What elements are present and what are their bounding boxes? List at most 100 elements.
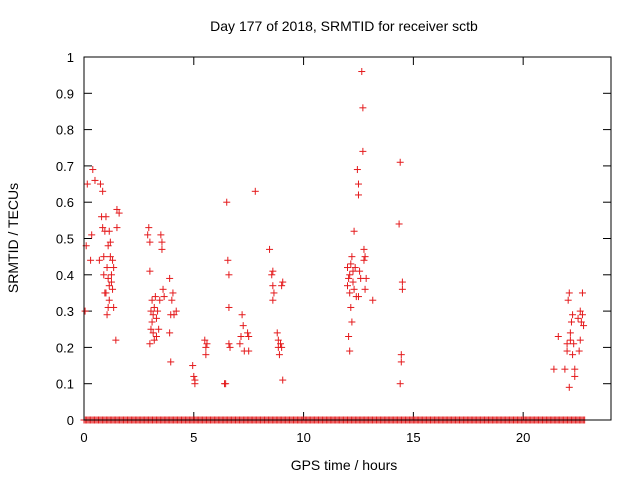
data-point (369, 296, 377, 304)
data-point (238, 311, 246, 319)
data-point (397, 351, 405, 359)
y-tick-label: 0.6 (56, 195, 74, 210)
data-point (149, 329, 157, 337)
data-point (359, 147, 367, 155)
data-point (354, 293, 362, 301)
data-point (345, 274, 353, 282)
data-point (107, 278, 115, 286)
data-point (105, 296, 113, 304)
data-point (354, 180, 362, 188)
data-point (563, 340, 571, 348)
data-point (397, 358, 405, 366)
data-point (159, 285, 167, 293)
data-point (398, 285, 406, 293)
data-point (239, 322, 247, 330)
y-axis-label: SRMTID / TECUs (5, 183, 21, 293)
data-point (146, 340, 154, 348)
data-point (569, 351, 577, 359)
data-point (156, 296, 164, 304)
data-point (580, 322, 588, 330)
data-point (361, 285, 369, 293)
data-point (144, 231, 152, 239)
x-tick-label: 20 (516, 430, 530, 445)
data-point (157, 231, 165, 239)
data-point (237, 333, 245, 341)
data-point (362, 274, 370, 282)
x-tick-label: 0 (80, 430, 87, 445)
data-point (245, 333, 253, 341)
x-tick-label: 5 (190, 430, 197, 445)
data-point (347, 260, 355, 268)
data-point (89, 166, 97, 174)
data-point (88, 231, 96, 239)
y-tick-label: 0.9 (56, 86, 74, 101)
data-point (145, 224, 153, 232)
data-point (170, 311, 178, 319)
data-point (344, 264, 351, 272)
y-tick-label: 0.5 (56, 232, 74, 247)
data-point (344, 282, 351, 290)
data-point (104, 242, 112, 250)
data-point (349, 278, 357, 286)
data-point (166, 274, 174, 282)
chart-title: Day 177 of 2018, SRMTID for receiver sct… (210, 18, 478, 34)
data-point (147, 325, 155, 333)
y-tick-label: 0.4 (56, 268, 74, 283)
data-point (244, 329, 252, 337)
data-point (113, 224, 121, 232)
data-point (103, 311, 111, 319)
data-point (277, 340, 285, 348)
data-point (576, 307, 584, 315)
data-point (350, 285, 358, 293)
data-point (172, 307, 180, 315)
data-point (223, 198, 231, 206)
x-tick-label: 15 (406, 430, 420, 445)
data-point (275, 351, 283, 359)
data-point (396, 380, 404, 388)
data-point (150, 336, 158, 344)
data-point (347, 303, 355, 311)
data-point (569, 311, 577, 319)
data-point (190, 372, 198, 380)
data-point (395, 220, 403, 228)
data-point (353, 166, 361, 174)
data-point (396, 158, 404, 166)
data-point (166, 329, 174, 337)
data-point (150, 303, 158, 311)
data-point (107, 271, 115, 279)
data-point (550, 365, 558, 373)
data-point (268, 271, 276, 279)
data-point (91, 176, 99, 184)
data-point (112, 336, 120, 344)
data-point (81, 307, 89, 315)
y-tick-label: 0 (67, 413, 74, 428)
x-tick-label: 10 (296, 430, 310, 445)
data-point (274, 336, 282, 344)
data-point (115, 209, 123, 217)
data-point (567, 318, 575, 326)
data-point (106, 253, 114, 261)
data-point (566, 329, 574, 337)
data-point (167, 358, 175, 366)
data-point (152, 314, 160, 322)
data-point (226, 343, 234, 351)
data-point (346, 289, 354, 297)
plot-frame (83, 56, 612, 421)
data-point (151, 293, 159, 301)
data-point (158, 238, 166, 246)
data-point (278, 282, 286, 290)
data-point (152, 333, 160, 341)
data-point (345, 333, 353, 341)
data-point (360, 256, 368, 264)
data-point (158, 245, 166, 253)
data-point (278, 343, 286, 351)
data-point (354, 191, 362, 199)
data-point (349, 267, 357, 275)
data-point (95, 256, 103, 264)
y-tick-label: 1 (67, 50, 74, 65)
data-point (100, 253, 108, 261)
data-point (356, 267, 364, 275)
data-point (225, 340, 233, 348)
y-tick-label: 0.1 (56, 377, 74, 392)
